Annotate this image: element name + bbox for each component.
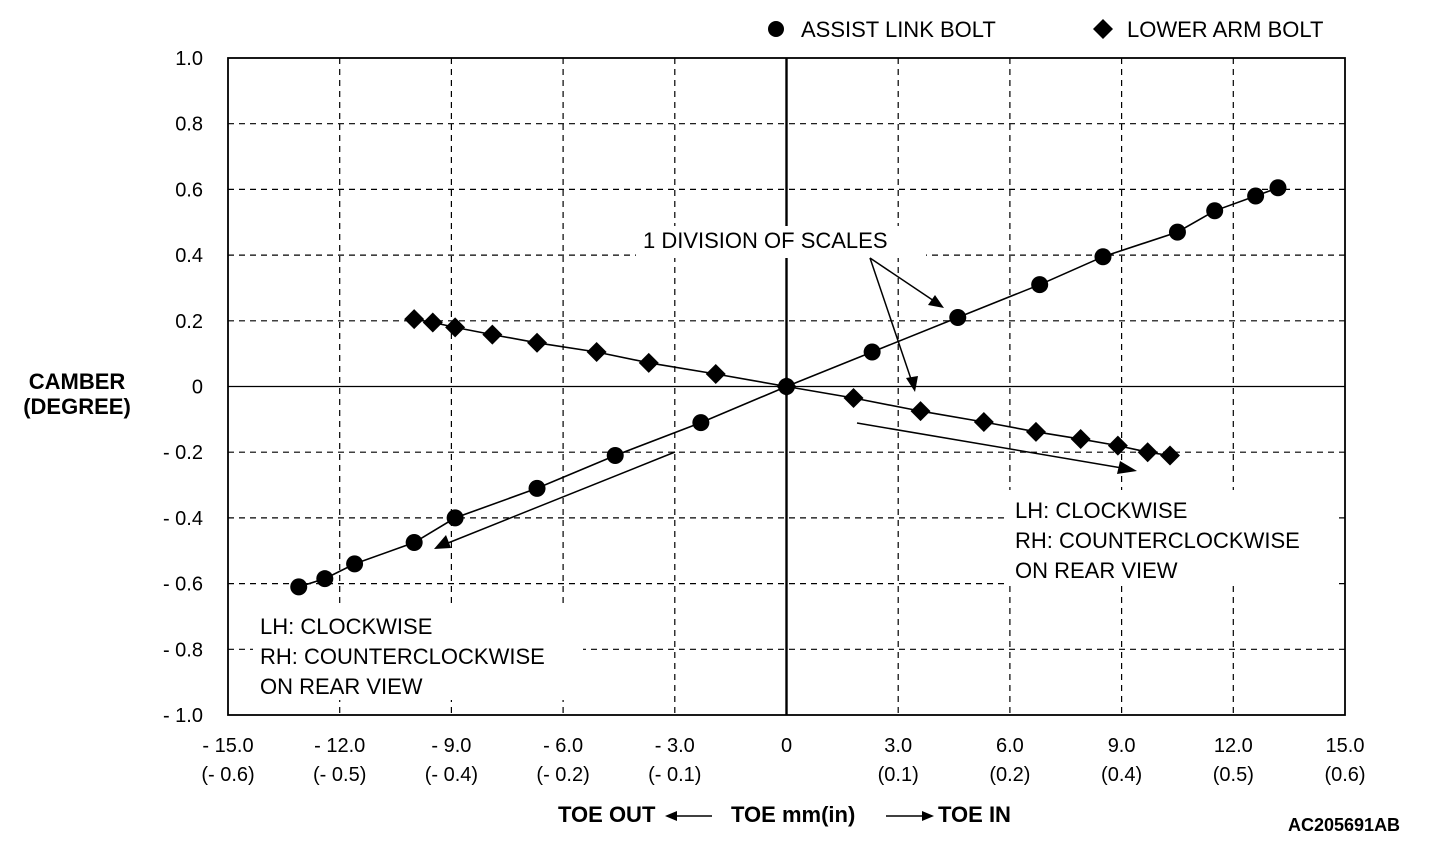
legend-circle-marker	[768, 21, 784, 37]
right-note-line1: LH: CLOCKWISE	[1015, 498, 1187, 523]
lower-arm-bolt-point	[1025, 421, 1046, 442]
right-note-line3: ON REAR VIEW	[1015, 558, 1178, 583]
x-tick-label-inch: (0.4)	[1101, 764, 1142, 786]
x-tick-label-mm: - 3.0	[655, 735, 695, 757]
x-tick-label-inch: (0.2)	[989, 764, 1030, 786]
x-tick-label-inch: (- 0.5)	[313, 764, 366, 786]
right-note-line2: RH: COUNTERCLOCKWISE	[1015, 528, 1300, 553]
x-tick-label-inch: (- 0.2)	[536, 764, 589, 786]
y-tick-label: - 0.8	[163, 639, 203, 661]
assist-link-bolt-point	[606, 446, 624, 464]
assist-link-bolt-point	[1168, 223, 1186, 241]
x-tick-label-mm: 0	[781, 735, 792, 757]
assist-link-bolt-point	[1247, 187, 1265, 205]
assist-link-bolt-point	[863, 343, 881, 361]
y-tick-label: 1.0	[175, 48, 203, 70]
lower-arm-bolt-point	[1070, 429, 1091, 450]
left-note-line1: LH: CLOCKWISE	[260, 614, 432, 639]
data-markers	[290, 179, 1287, 596]
right-note: LH: CLOCKWISE RH: COUNTERCLOCKWISE ON RE…	[1008, 490, 1338, 585]
x-tick-label-mm: 6.0	[996, 735, 1024, 757]
assist-link-bolt-point	[1206, 202, 1224, 220]
lower-arm-bolt-point	[422, 312, 443, 333]
x-tick-label-mm: - 15.0	[202, 735, 253, 757]
legend-assist-link-bolt: ASSIST LINK BOLT	[801, 17, 996, 42]
figure-id: AC205691AB	[1288, 815, 1400, 835]
legend-lower-arm-bolt: LOWER ARM BOLT	[1127, 17, 1323, 42]
x-tick-label-mm: 12.0	[1214, 735, 1253, 757]
toe-out-label: TOE OUT	[558, 802, 656, 827]
x-axis-label: TOE mm(in)	[731, 802, 855, 827]
y-tick-label: 0	[192, 377, 203, 399]
y-axis-label-line1: CAMBER	[29, 369, 126, 394]
assist-link-bolt-point	[446, 509, 464, 527]
lower-arm-bolt-point	[705, 364, 726, 385]
y-tick-label: - 1.0	[163, 705, 203, 727]
direction-arrows	[434, 422, 1137, 549]
left-note-line3: ON REAR VIEW	[260, 674, 423, 699]
lower-arm-bolt-point	[482, 324, 503, 345]
x-tick-label-inch: (0.6)	[1324, 764, 1365, 786]
y-tick-label: - 0.2	[163, 442, 203, 464]
lower-arm-bolt-point	[1137, 442, 1158, 463]
legend-diamond-marker	[1093, 19, 1113, 39]
toe-in-label: TOE IN	[938, 802, 1011, 827]
y-axis-label-line2: (DEGREE)	[23, 394, 131, 419]
assist-link-bolt-point	[949, 309, 967, 327]
lower-arm-bolt-point	[527, 332, 548, 353]
x-tick-label-inch: (- 0.1)	[648, 764, 701, 786]
assist-link-bolt-point	[405, 534, 423, 552]
division-annotation: 1 DIVISION OF SCALES	[636, 226, 944, 392]
y-tick-label: 0.2	[175, 311, 203, 333]
lower-arm-bolt-point	[843, 387, 864, 408]
x-tick-label-inch: (- 0.6)	[201, 764, 254, 786]
left-note-line2: RH: COUNTERCLOCKWISE	[260, 644, 545, 669]
x-axis-title: TOE OUT TOE mm(in) TOE IN	[558, 802, 1011, 827]
assist-link-bolt-point	[1031, 276, 1049, 294]
left-note: LH: CLOCKWISE RH: COUNTERCLOCKWISE ON RE…	[253, 605, 583, 700]
lower-arm-bolt-point	[776, 376, 797, 397]
y-tick-label: 0.6	[175, 179, 203, 201]
lower-arm-bolt-point	[1107, 435, 1128, 456]
lower-arm-bolt-point	[973, 411, 994, 432]
y-tick-label: 0.8	[175, 114, 203, 136]
tick-labels: 1.0 0.8 0.6 0.4 0.2 0 - 0.2 - 0.4 - 0.6 - 0.8 - 1.…	[163, 48, 1366, 786]
assist-link-bolt-point	[528, 479, 546, 497]
y-tick-label: 0.4	[175, 245, 203, 267]
assist-link-bolt-point	[290, 578, 308, 596]
y-tick-label: - 0.6	[163, 574, 203, 596]
x-tick-label-mm: - 12.0	[314, 735, 365, 757]
x-tick-label-mm: - 6.0	[543, 735, 583, 757]
lower-arm-bolt-point	[1160, 445, 1181, 466]
assist-link-bolt-point	[316, 570, 334, 588]
lower-arm-bolt-point	[586, 342, 607, 363]
legend: ASSIST LINK BOLT LOWER ARM BOLT	[768, 17, 1323, 42]
assist-link-bolt-point	[692, 414, 710, 432]
x-tick-label-mm: - 9.0	[431, 735, 471, 757]
lower-arm-bolt-point	[445, 317, 466, 338]
x-tick-label-mm: 3.0	[884, 735, 912, 757]
x-tick-label-mm: 9.0	[1108, 735, 1136, 757]
lower-arm-bolt-point	[404, 309, 425, 330]
lower-arm-bolt-point	[910, 401, 931, 422]
x-tick-label-mm: 15.0	[1326, 735, 1365, 757]
assist-link-bolt-point	[1094, 248, 1112, 266]
lower-arm-bolt-point	[638, 352, 659, 373]
x-tick-label-inch: (0.1)	[878, 764, 919, 786]
assist-link-bolt-point	[346, 555, 364, 573]
assist-link-bolt-point	[1269, 179, 1287, 197]
division-label: 1 DIVISION OF SCALES	[643, 228, 888, 253]
y-tick-label: - 0.4	[163, 508, 203, 530]
x-tick-label-inch: (- 0.4)	[425, 764, 478, 786]
x-tick-label-inch: (0.5)	[1213, 764, 1254, 786]
